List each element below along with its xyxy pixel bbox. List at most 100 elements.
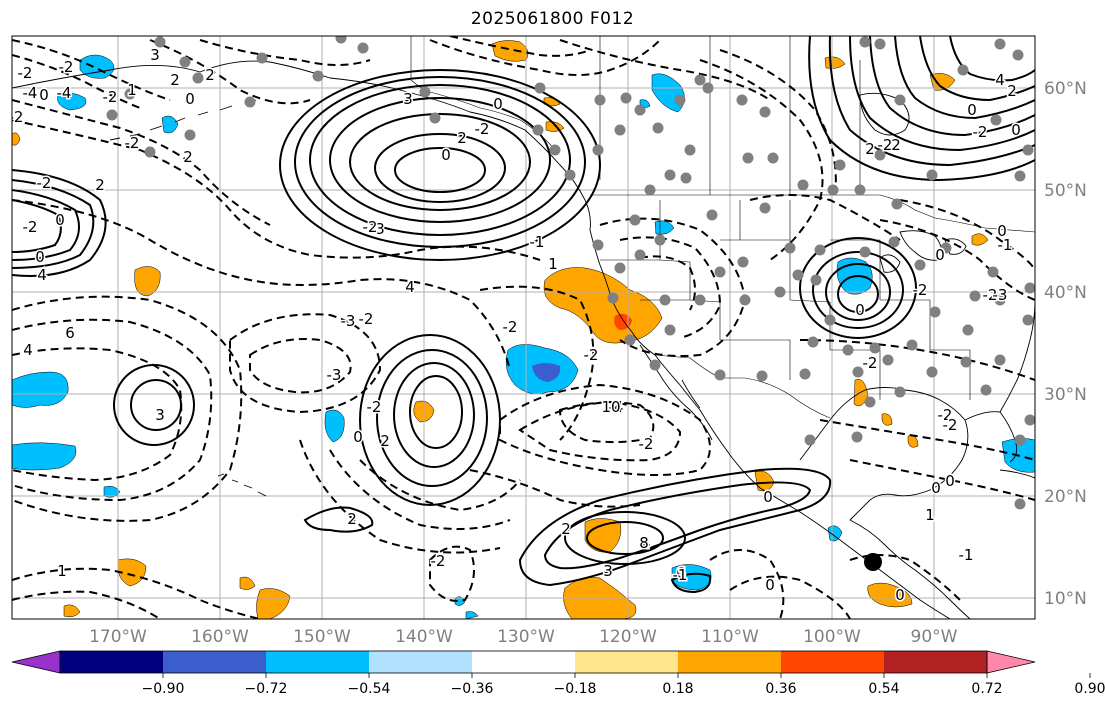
station-dot — [634, 249, 646, 261]
station-dot — [179, 56, 191, 68]
station-dot — [620, 92, 632, 104]
station-dot — [994, 354, 1006, 366]
contour-label: 0 — [855, 301, 865, 319]
contour-label: 6 — [676, 564, 686, 582]
lat-lon-grid — [12, 36, 1035, 619]
contour-label: 0 — [935, 246, 945, 264]
neg-anomaly-patch — [103, 485, 121, 498]
station-dot — [739, 294, 751, 306]
contour-label: 0 — [945, 472, 955, 490]
colorbar-swatch — [163, 651, 267, 673]
station-dot — [594, 94, 606, 106]
contour-pos — [12, 189, 80, 261]
contour-neg — [469, 469, 641, 508]
contour-pos — [12, 179, 95, 269]
shaded-anomalies — [12, 40, 1035, 619]
contour-label: -2 — [973, 123, 988, 141]
contour-label: 4 — [405, 278, 415, 296]
station-dot — [929, 306, 941, 318]
station-dot — [894, 386, 906, 398]
station-dot — [859, 246, 871, 258]
contour-pos — [919, 36, 1035, 102]
colorbar-tick-label: −0.90 — [142, 681, 185, 697]
colorbar-tick-label: −0.72 — [245, 681, 288, 697]
contour-label: -2 — [503, 318, 518, 336]
coastline-baja — [639, 344, 713, 441]
contour-label: 8 — [639, 534, 649, 552]
station-dot — [957, 64, 969, 76]
pos-anomaly-patch — [929, 73, 956, 91]
contour-label: 0 — [931, 479, 941, 497]
contour-neg — [518, 400, 682, 462]
station-dot — [891, 198, 903, 210]
contour-label: -1 — [998, 236, 1013, 254]
longitude-label: 170°W — [89, 627, 147, 647]
contour-label: -2 — [983, 286, 998, 304]
coastline-great-lakes — [879, 230, 967, 273]
contour-label: 0 — [185, 90, 195, 108]
colorbar-tick-label: 0.72 — [971, 681, 1002, 697]
contour-label: 10 — [601, 398, 620, 416]
station-dot — [864, 396, 876, 408]
contour-pos — [949, 36, 1035, 82]
station-dot — [797, 179, 809, 191]
contour-label: 2 — [561, 520, 571, 538]
colorbar: −0.90 −0.72 −0.54 −0.36 −0.18 0.18 0.36 0.54 0.7… — [11, 650, 1105, 697]
neg-anomaly-patch — [79, 54, 115, 79]
station-dot — [1024, 282, 1035, 294]
station-dot — [649, 359, 661, 371]
contour-label: 0 — [895, 586, 905, 604]
station-dot — [914, 259, 926, 271]
station-dot — [357, 42, 369, 54]
colorbar-tick-label: −0.18 — [554, 681, 597, 697]
contour-pos — [349, 113, 531, 211]
coastline-florida — [964, 411, 1018, 463]
contour-pos — [279, 69, 601, 261]
pos-anomaly-patch — [867, 582, 913, 608]
station-dot — [256, 52, 268, 64]
contour-label: 0 — [967, 101, 977, 119]
station-dot — [759, 106, 771, 118]
contour-label: -4 — [609, 398, 624, 416]
contour-neg — [12, 590, 161, 619]
coastline-alaska — [12, 60, 586, 201]
station-dot — [874, 149, 886, 161]
pos-anomaly-patch — [256, 588, 291, 619]
station-dot — [659, 294, 671, 306]
pos-anomaly-patch — [239, 576, 256, 590]
contour-label: 3 — [155, 406, 165, 424]
contour-label: 3 — [375, 220, 385, 238]
station-dot — [842, 344, 854, 356]
contour-pos — [12, 169, 107, 277]
station-dot — [664, 169, 676, 181]
contour-label: 0 — [35, 248, 45, 266]
contour-pos — [303, 506, 374, 533]
contour-label: -3 — [993, 286, 1008, 304]
contour-label: -2 — [938, 406, 953, 424]
contour-label: -2 — [103, 88, 118, 106]
contour-label: 0 — [763, 488, 773, 506]
contour-pos — [518, 467, 832, 587]
contour-pos — [825, 263, 891, 321]
contour-label: 2 — [380, 432, 390, 450]
coastline-east-coast — [999, 299, 1035, 413]
contour-pos — [812, 251, 904, 329]
contour-pos — [586, 521, 664, 555]
contour-label: -1 — [673, 566, 688, 584]
station-dot — [680, 172, 692, 184]
station-dot — [810, 274, 822, 286]
neg-anomaly-patch — [324, 409, 345, 443]
contour-label: 4 — [37, 266, 47, 284]
contour-label: -2 — [37, 174, 52, 192]
contour-label: -2 — [863, 354, 878, 372]
station-dot — [335, 36, 347, 44]
contour-label: -2 — [59, 58, 74, 76]
contour-pos — [374, 133, 506, 203]
station-dot — [624, 334, 636, 346]
contour-label: -2 — [943, 416, 958, 434]
border-us-mexico — [654, 354, 831, 419]
neg-anomaly-patch — [465, 611, 479, 619]
station-dot — [592, 144, 604, 156]
contour-label: 2 — [205, 66, 215, 84]
